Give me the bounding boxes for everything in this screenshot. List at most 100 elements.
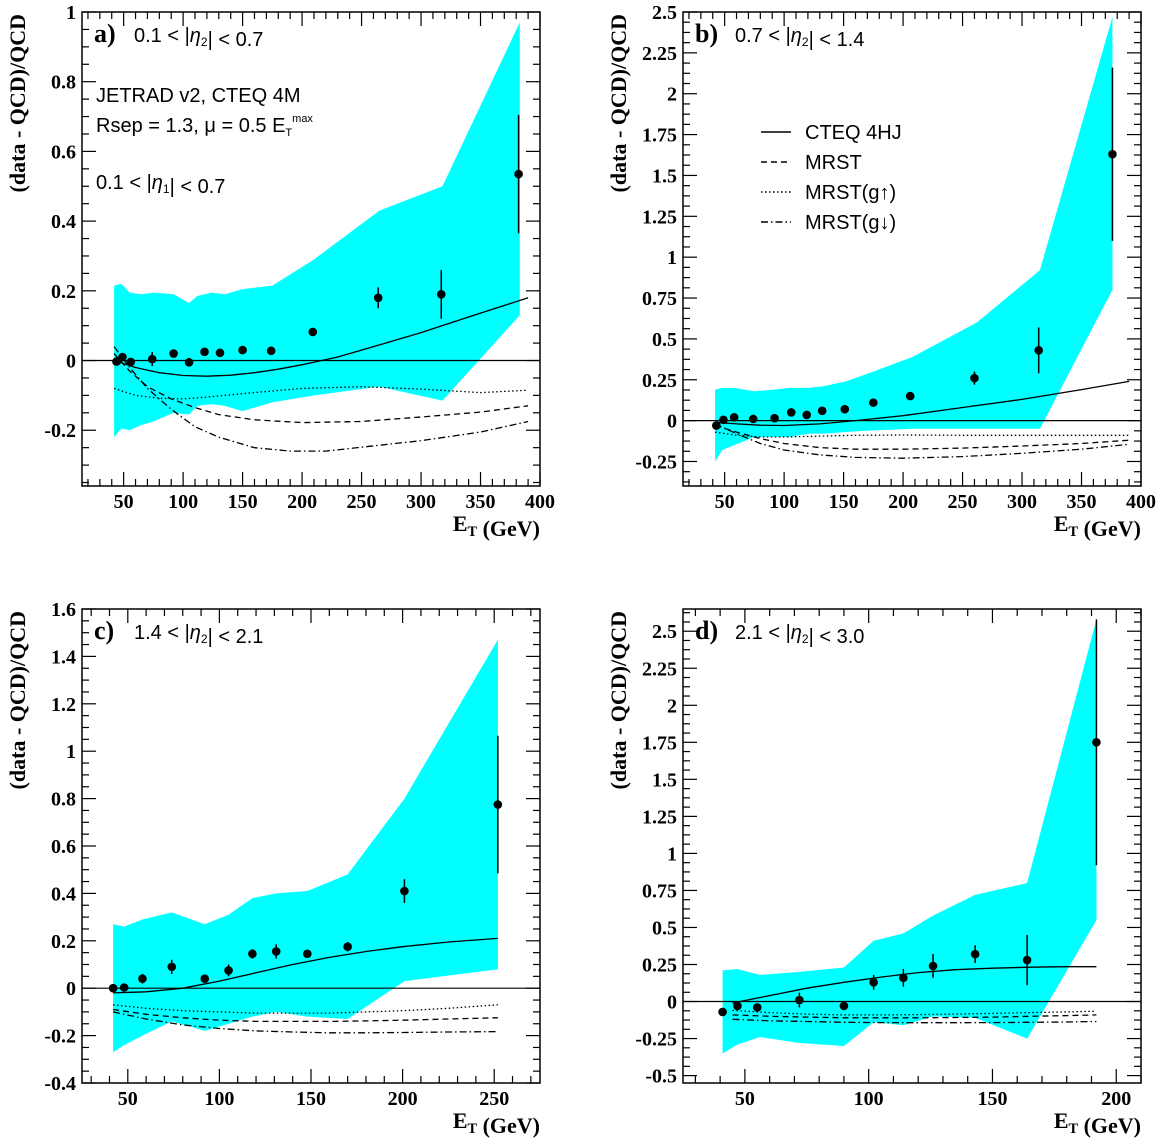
y-tick-label: 0 [667, 411, 677, 433]
data-point [839, 1001, 849, 1011]
data-point [786, 408, 796, 417]
y-tick-label: 1.75 [642, 125, 677, 147]
y-tick-label: 1.5 [652, 769, 677, 791]
y-tick-label: -0.25 [635, 1029, 677, 1051]
data-point [1034, 346, 1043, 355]
series-line-cteq-4hj [113, 937, 498, 994]
panel-d: 50 100 150 200 -0.5 -0.25 0 0.25 0.5 0.75 1 1.25 1.5… [606, 608, 1142, 1138]
data-point [970, 373, 979, 383]
data-point [169, 349, 178, 358]
panel-label: c) [94, 616, 114, 645]
legend-label: MRST(g↑) [805, 182, 896, 204]
y-tick-label: 0.25 [642, 955, 677, 977]
y-tick-label: 1 [66, 2, 76, 24]
series-line-mrst-g- [112, 1011, 498, 1034]
uncertainty-band [113, 639, 498, 1053]
y-tick-label: 0.2 [51, 931, 76, 953]
y-tick-label: 1.25 [642, 806, 677, 828]
region-label: 1.4 < |η2| < 2.1 [134, 622, 263, 648]
data-point [112, 357, 121, 366]
series-line-mrst-g- [714, 423, 1130, 459]
data-point [1022, 955, 1032, 965]
data-point [303, 949, 312, 959]
x-tick-label: 50 [735, 1088, 755, 1110]
data-point [184, 357, 194, 367]
data-point [514, 169, 523, 179]
panel-label: d) [695, 616, 718, 645]
series-line-cteq-4hj [732, 966, 1097, 1004]
series-line-mrst-g- [732, 1018, 1097, 1024]
data-point [1108, 149, 1117, 159]
y-tick-label: -0.25 [635, 451, 677, 473]
plot-area [683, 619, 1141, 1054]
data-point [712, 421, 721, 430]
annotation-3: 0.1 < |η1| < 0.7 [96, 172, 225, 198]
x-tick-label: 100 [204, 1088, 234, 1110]
y-tick-label: 0.6 [51, 836, 76, 858]
legend-label: MRST(g↓) [805, 212, 896, 234]
plot-area [82, 639, 540, 1053]
data-point [108, 983, 118, 993]
y-tick-label: 1.2 [51, 694, 76, 716]
panel-label: b) [695, 19, 718, 48]
uncertainty-band [722, 619, 1097, 1054]
y-tick-label: 0.2 [51, 281, 76, 303]
y-tick-label: 0.8 [51, 789, 76, 811]
data-point [126, 357, 136, 367]
x-tick-label: 150 [296, 1088, 326, 1110]
panel-b: 50 100 150 200 250 300 350 400 -0.25 0 0.25 0.5 0.75… [606, 2, 1156, 541]
x-tick-label: 50 [715, 491, 735, 513]
x-tick-label: 50 [118, 1088, 138, 1110]
data-point [869, 398, 878, 407]
annotation-2: Rsep = 1.3, μ = 0.5 ETmax [96, 113, 313, 139]
y-axis-title: (data - QCD)/QCD [5, 611, 30, 789]
series-line-mrst [732, 1014, 1097, 1019]
y-axis-title: (data - QCD)/QCD [606, 14, 631, 192]
data-point [928, 961, 938, 971]
x-tick-label: 300 [406, 491, 436, 513]
data-point [308, 327, 318, 337]
y-tick-label: 0.5 [652, 329, 677, 351]
data-point [343, 942, 352, 952]
y-tick-label: 0 [667, 992, 677, 1014]
data-point [729, 413, 739, 422]
x-tick-label: 400 [525, 491, 555, 513]
x-tick-label: 200 [388, 1088, 418, 1110]
x-axis-title: ET (GeV) [453, 511, 540, 541]
data-point [224, 966, 233, 975]
region-label: 2.1 < |η2| < 3.0 [735, 622, 864, 648]
y-axis-title: (data - QCD)/QCD [5, 14, 30, 192]
series-line-mrst-g- [113, 386, 529, 400]
x-tick-label: 150 [977, 1088, 1007, 1110]
legend-label: CTEQ 4HJ [805, 122, 902, 144]
plot-frame [682, 11, 1142, 487]
y-tick-label: 2.5 [652, 621, 677, 643]
x-tick-label: 300 [1007, 491, 1037, 513]
data-point [802, 410, 812, 420]
x-tick-label: 200 [888, 491, 918, 513]
data-point [748, 414, 758, 424]
data-point [248, 949, 257, 959]
data-point [119, 983, 129, 992]
y-tick-label: 0 [66, 351, 76, 373]
data-point [271, 947, 281, 956]
x-tick-label: 150 [228, 491, 258, 513]
data-point [266, 346, 276, 356]
data-point [400, 886, 409, 896]
y-tick-label: 1.6 [51, 599, 76, 621]
y-tick-label: 0.75 [642, 288, 677, 310]
data-point [493, 800, 503, 809]
x-tick-label: 250 [948, 491, 978, 513]
data-point [373, 293, 383, 303]
series-line-mrst [714, 424, 1130, 450]
y-tick-label: 2.25 [642, 43, 677, 65]
y-tick-label: 0.6 [51, 141, 76, 163]
data-point [436, 290, 446, 299]
y-tick-label: 0.25 [642, 370, 677, 392]
y-tick-label: 0.4 [51, 211, 76, 233]
y-tick-label: -0.5 [645, 1066, 677, 1088]
y-tick-label: 1 [667, 843, 677, 865]
data-point [970, 949, 980, 959]
data-point [215, 348, 225, 358]
